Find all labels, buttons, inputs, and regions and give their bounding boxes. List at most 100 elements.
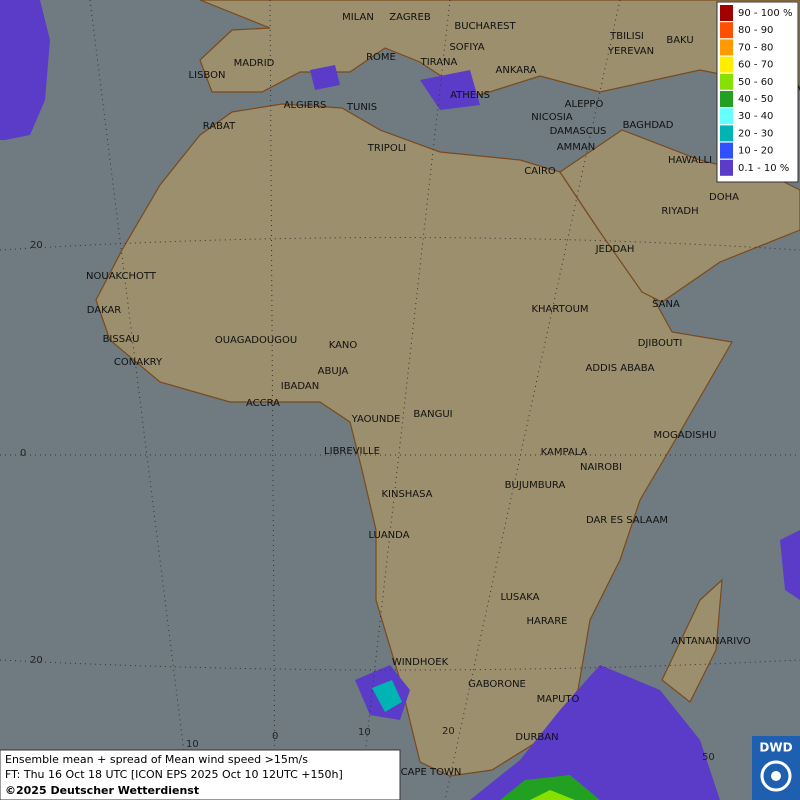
city-label: HAWALLI — [668, 155, 712, 166]
city-label: GABORONE — [468, 679, 526, 690]
legend-label: 50 - 60 — [738, 77, 773, 88]
logo: DWD — [759, 741, 792, 755]
grid-line — [269, 0, 276, 800]
legend-label: 90 - 100 % — [738, 8, 792, 19]
grid-label: 0 — [272, 731, 278, 742]
grid-labels: 20 0 20 10 0 10 20 50 — [20, 240, 715, 763]
wind-area — [500, 775, 600, 800]
city-label: IBADAN — [281, 381, 320, 392]
grid-line — [0, 659, 800, 671]
city-label: ZAGREB — [389, 12, 431, 23]
city-label: LISBON — [189, 70, 226, 81]
legend-swatch — [720, 108, 733, 125]
madagascar — [661, 578, 723, 703]
footer-line: Ensemble mean + spread of Mean wind spee… — [5, 753, 308, 766]
legend-swatch — [720, 22, 733, 39]
legend-label: 40 - 50 — [738, 94, 773, 105]
city-label: DJIBOUTI — [638, 338, 683, 349]
city-label: TIRANA — [420, 57, 458, 68]
wind-area — [470, 665, 720, 800]
legend-label: 20 - 30 — [738, 128, 773, 139]
city-label: YAOUNDE — [351, 414, 401, 425]
city-label: CAPE TOWN — [401, 767, 462, 778]
legend-label: 30 - 40 — [738, 111, 773, 122]
grid-label: 10 — [358, 727, 371, 738]
footer-box — [0, 749, 401, 800]
legend-swatch — [720, 73, 733, 90]
legend-label: 70 - 80 — [738, 42, 773, 53]
wind-core — [372, 680, 600, 800]
city-label: NICOSIA — [531, 112, 573, 123]
city-label: DAMASCUS — [550, 126, 607, 137]
city-label: LUSAKA — [501, 592, 540, 603]
city-label: ROME — [366, 52, 396, 63]
city-label: KAMPALA — [541, 447, 588, 458]
wind-area — [420, 70, 480, 110]
city-label: KHARTOUM — [531, 304, 588, 315]
city-label: HARARE — [526, 616, 567, 627]
footer-line: FT: Thu 16 Oct 18 UTC [ICON EPS 2025 Oct… — [5, 768, 343, 781]
city-label: JEDDAH — [595, 244, 635, 255]
logo-icon — [771, 771, 781, 781]
city-label: ANTANANARIVO — [671, 636, 751, 647]
city-label: ANKARA — [496, 65, 537, 76]
city-label: DURBAN — [515, 732, 558, 743]
city-label: ALGIERS — [284, 100, 327, 111]
grid-label: 20 — [30, 240, 43, 251]
city-label: NAIROBI — [580, 462, 622, 473]
grid-line — [0, 237, 800, 251]
legend-swatch — [720, 91, 733, 107]
legend-swatch — [720, 125, 733, 142]
city-label: MADRID — [234, 58, 275, 69]
city-label: ABUJA — [318, 366, 349, 377]
city-label: BUCHAREST — [454, 21, 516, 32]
grid-label: 20 — [30, 655, 43, 666]
city-labels: MILAN ZAGREB BUCHAREST SOFIYA ROME TIRANA ANKA… — [86, 12, 800, 778]
grid-label: 0 — [20, 448, 26, 459]
legend-swatch — [720, 5, 733, 21]
city-label: WINDHOEK — [392, 657, 449, 668]
legend-label: 60 - 70 — [738, 60, 773, 71]
city-label: ADDIS ABABA — [586, 363, 655, 374]
legend-swatch — [720, 159, 733, 176]
city-label: RIYADH — [661, 206, 698, 217]
city-label: ALEPPO — [565, 99, 604, 110]
city-label: DOHA — [709, 192, 739, 203]
city-label: MOGADISHU — [654, 430, 717, 441]
wind-area — [0, 0, 50, 140]
city-label: OUAGADOUGOU — [215, 335, 297, 346]
city-label: DAR ES SALAAM — [586, 515, 668, 526]
wind-area — [310, 65, 340, 90]
city-label: MAPUTO — [537, 694, 580, 705]
city-label: ATHENS — [450, 90, 490, 101]
legend: 90 - 100 % 80 - 90 70 - 80 60 - 70 50 - 60 40… — [716, 1, 799, 183]
wind-area — [372, 680, 402, 712]
city-label: SOFIYA — [449, 42, 484, 53]
city-label: BANGUI — [413, 409, 452, 420]
city-label: TBILISI — [609, 31, 644, 42]
city-label: NOUAKCHOTT — [86, 271, 157, 282]
city-label: TUNIS — [346, 102, 377, 113]
city-label: LUANDA — [368, 530, 409, 541]
legend-swatch — [720, 39, 733, 56]
city-label: BAGHDAD — [623, 120, 674, 131]
city-label: DAKAR — [87, 305, 122, 316]
legend-label: 80 - 90 — [738, 25, 773, 36]
city-label: BISSAU — [103, 334, 140, 345]
legend-label: 0.1 - 10 % — [738, 163, 789, 174]
legend-swatch — [720, 56, 733, 73]
city-label: RABAT — [203, 121, 236, 132]
city-label: MILAN — [342, 12, 374, 23]
city-label: KANO — [329, 340, 358, 351]
city-label: TRIPOLI — [367, 143, 406, 154]
city-label: ACCRA — [246, 398, 280, 409]
city-label: BAKU — [666, 35, 693, 46]
wind-area — [780, 530, 800, 600]
city-label: SANA — [652, 299, 680, 310]
city-label: YEREVAN — [607, 46, 654, 57]
city-label: CONAKRY — [114, 357, 163, 368]
footer-line: ©2025 Deutscher Wetterdienst — [5, 784, 199, 797]
